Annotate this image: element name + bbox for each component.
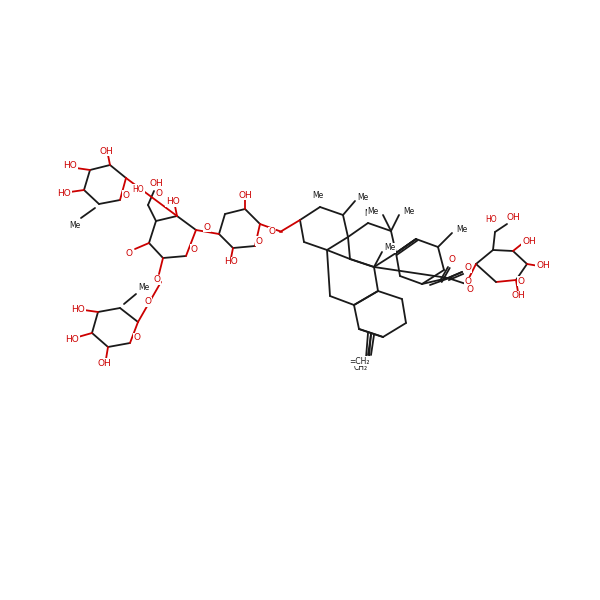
Text: O: O — [125, 248, 133, 257]
Text: OH: OH — [238, 191, 252, 199]
Text: =CH₂: =CH₂ — [349, 356, 369, 365]
Text: HO: HO — [485, 215, 497, 224]
Text: Me: Me — [385, 244, 395, 253]
Text: Me: Me — [358, 193, 368, 202]
Text: OH: OH — [149, 179, 163, 187]
Text: Me: Me — [139, 283, 149, 292]
Text: OH: OH — [97, 358, 111, 367]
Text: HO: HO — [57, 190, 71, 199]
Text: HO: HO — [65, 335, 79, 343]
Text: O: O — [464, 263, 472, 272]
Text: OH: OH — [511, 292, 525, 301]
Text: Me: Me — [457, 224, 467, 233]
Text: O: O — [464, 277, 472, 286]
Text: O: O — [256, 236, 263, 245]
Text: O: O — [203, 223, 211, 232]
Text: Me: Me — [403, 206, 415, 215]
Text: HO: HO — [166, 197, 180, 206]
Text: CH₂: CH₂ — [354, 362, 368, 371]
Text: O: O — [191, 245, 197, 253]
Text: O: O — [449, 254, 455, 263]
Text: HO: HO — [71, 305, 85, 314]
Text: Me: Me — [70, 221, 80, 230]
Text: OH: OH — [506, 214, 520, 223]
Text: HO: HO — [63, 161, 77, 170]
Text: HO: HO — [132, 185, 144, 193]
Text: Me: Me — [313, 191, 323, 199]
Text: O: O — [467, 286, 473, 295]
Text: O: O — [145, 298, 151, 307]
Text: OH: OH — [99, 146, 113, 155]
Text: OH: OH — [536, 262, 550, 271]
Text: O: O — [154, 275, 161, 284]
Text: Me: Me — [364, 208, 376, 217]
Text: O: O — [517, 277, 524, 286]
Text: O: O — [155, 188, 163, 197]
Text: O: O — [269, 227, 275, 236]
Text: HO: HO — [224, 257, 238, 266]
Text: Me: Me — [367, 206, 379, 215]
Text: OH: OH — [522, 236, 536, 245]
Text: O: O — [133, 334, 140, 343]
Text: O: O — [122, 191, 130, 199]
